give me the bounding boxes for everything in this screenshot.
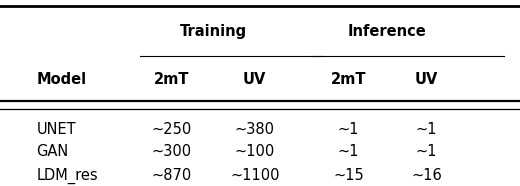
Text: LDM_res: LDM_res (36, 168, 98, 184)
Text: UNET: UNET (36, 122, 76, 137)
Text: ~380: ~380 (235, 122, 275, 137)
Text: ~870: ~870 (151, 168, 192, 183)
Text: Model: Model (36, 73, 86, 87)
Text: ~1100: ~1100 (230, 168, 280, 183)
Text: GAN: GAN (36, 144, 69, 159)
Text: ~250: ~250 (151, 122, 192, 137)
Text: ~100: ~100 (235, 144, 275, 159)
Text: ~300: ~300 (151, 144, 192, 159)
Text: Inference: Inference (348, 24, 427, 39)
Text: ~16: ~16 (411, 168, 442, 183)
Text: 2mT: 2mT (331, 73, 366, 87)
Text: Training: Training (179, 24, 247, 39)
Text: UV: UV (243, 73, 266, 87)
Text: ~1: ~1 (337, 144, 359, 159)
Text: ~15: ~15 (333, 168, 364, 183)
Text: ~1: ~1 (415, 122, 437, 137)
Text: ~1: ~1 (337, 122, 359, 137)
Text: UV: UV (415, 73, 438, 87)
Text: 2mT: 2mT (154, 73, 189, 87)
Text: ~1: ~1 (415, 144, 437, 159)
